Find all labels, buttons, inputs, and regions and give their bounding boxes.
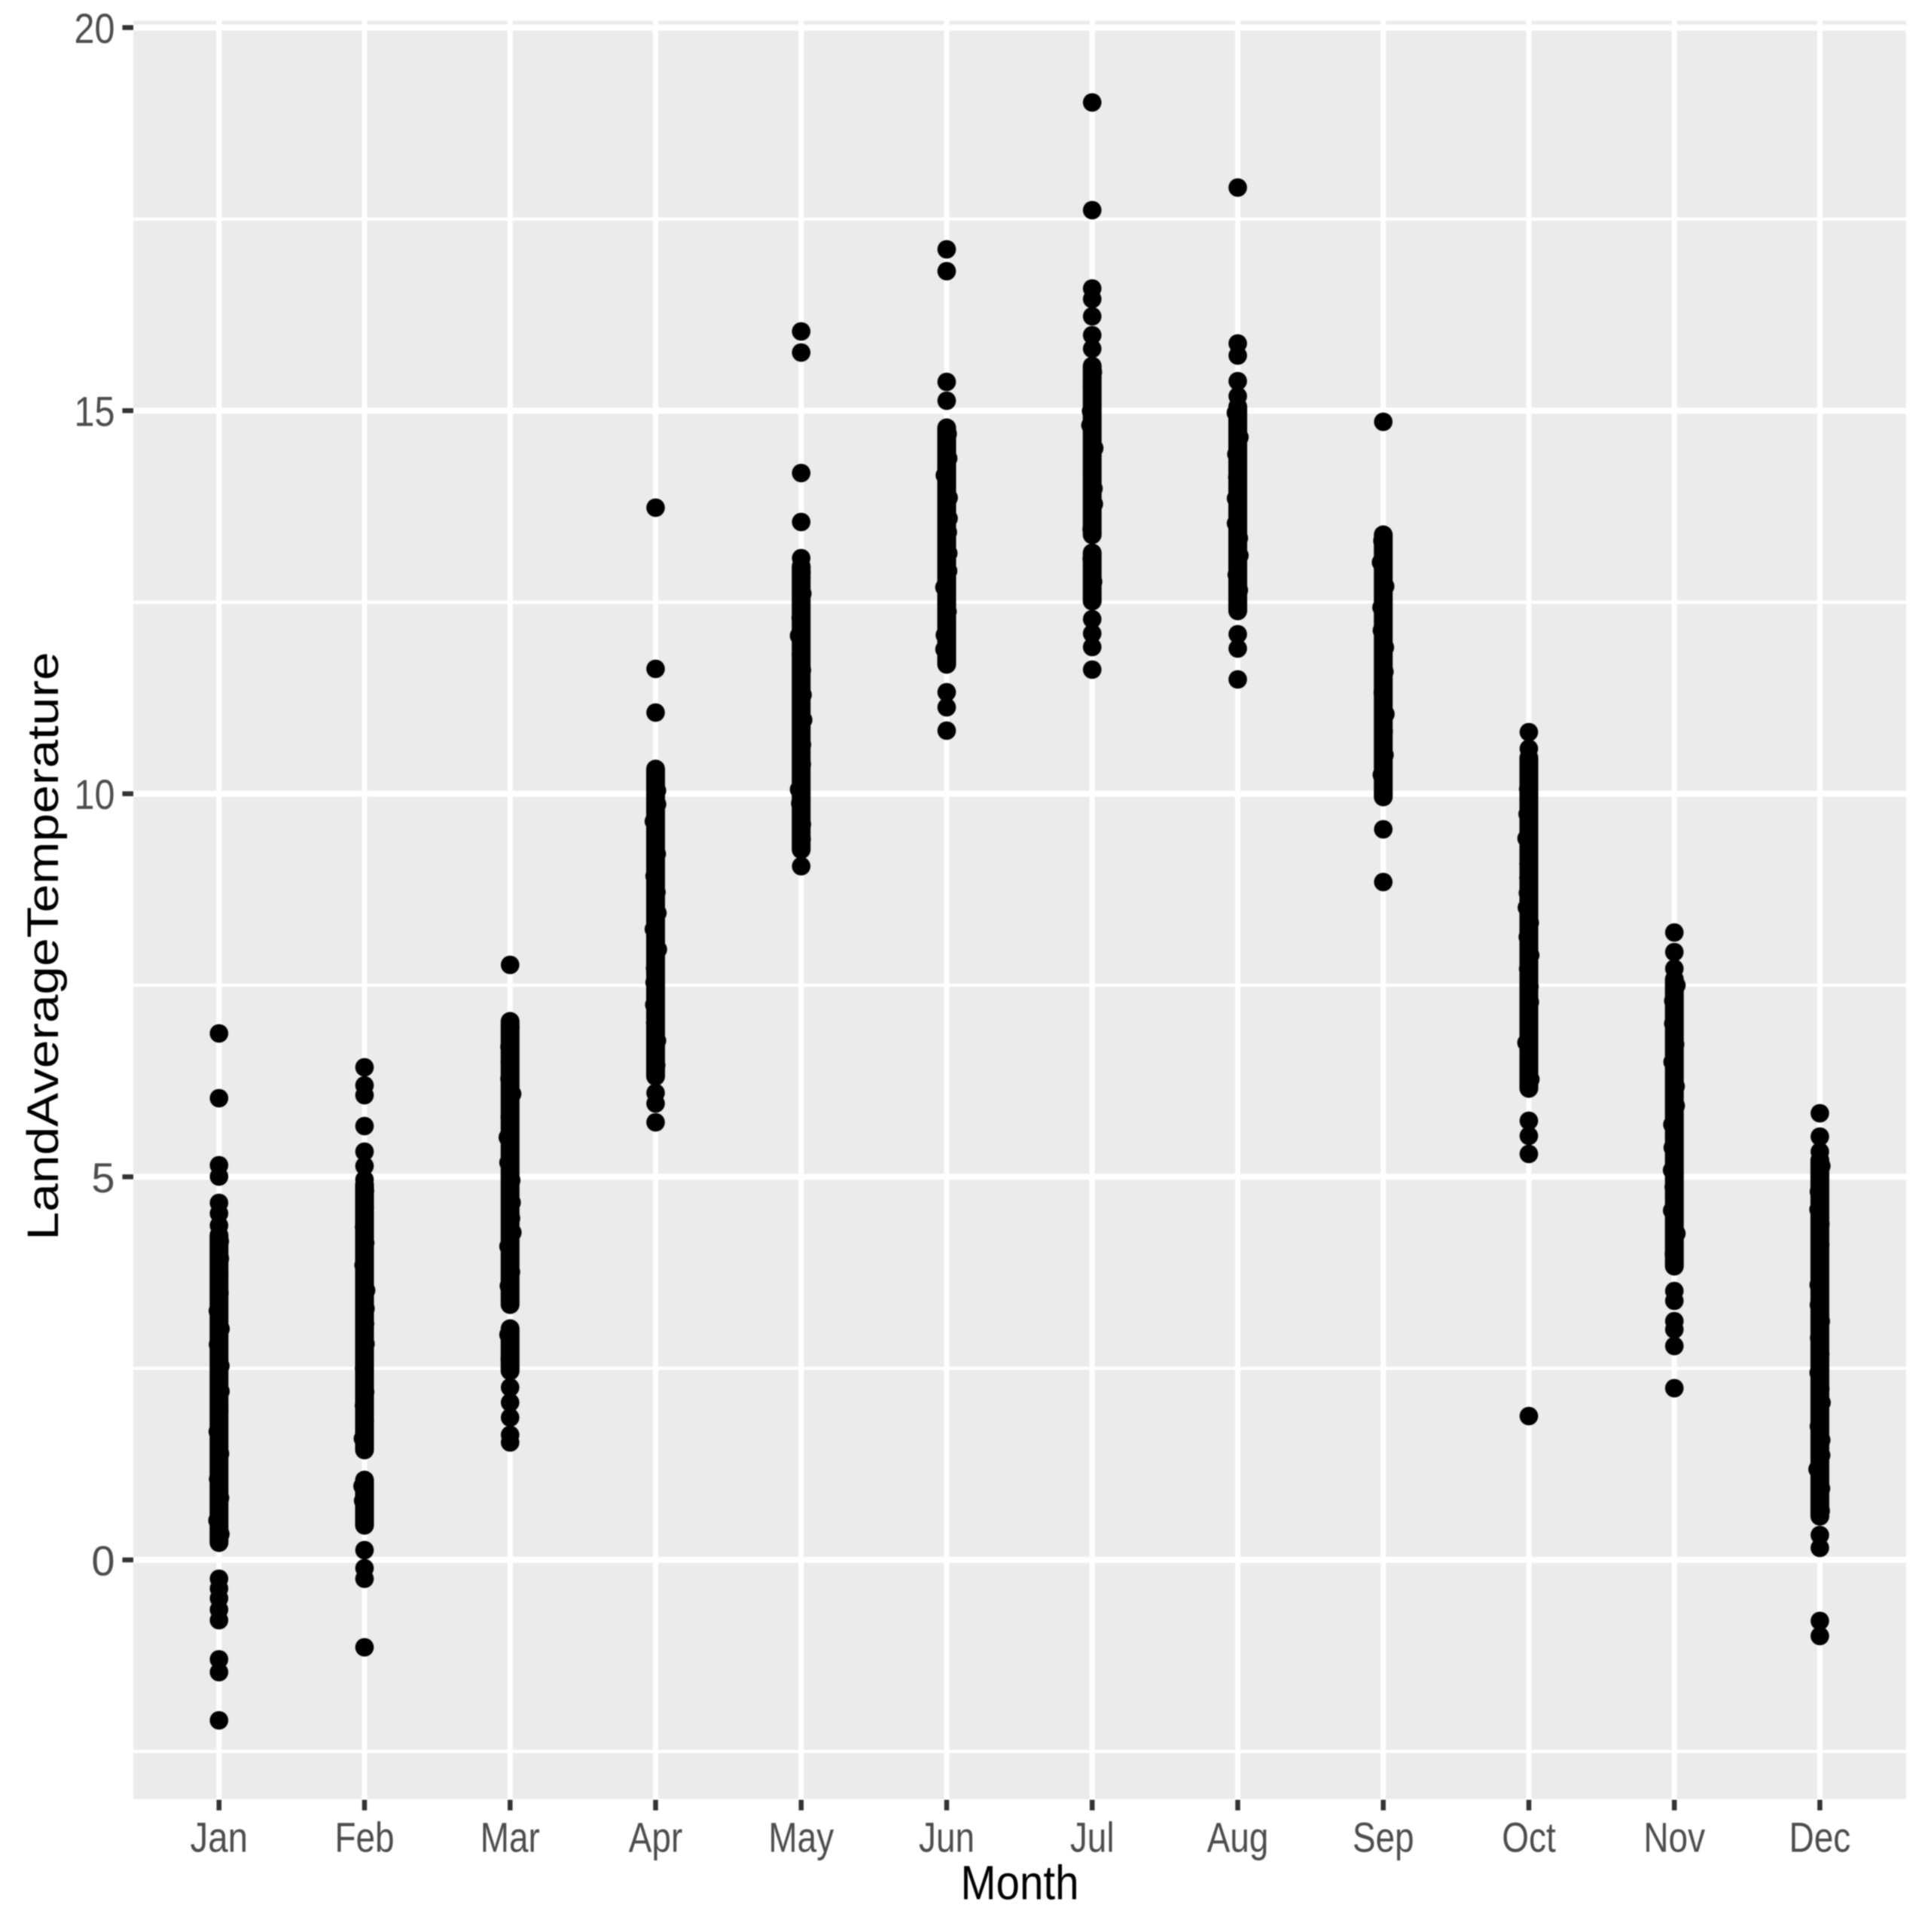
svg-text:15: 15 [75, 388, 115, 435]
svg-text:Month: Month [961, 1856, 1079, 1910]
svg-text:Nov: Nov [1643, 1814, 1705, 1861]
svg-text:Mar: Mar [480, 1814, 540, 1861]
svg-text:May: May [768, 1814, 834, 1861]
svg-text:Jun: Jun [919, 1814, 975, 1861]
svg-text:5: 5 [91, 1154, 114, 1201]
svg-text:LandAverageTemperature: LandAverageTemperature [19, 652, 68, 1241]
svg-text:Aug: Aug [1207, 1814, 1269, 1861]
svg-text:10: 10 [75, 771, 115, 818]
svg-text:Jul: Jul [1070, 1814, 1115, 1861]
svg-text:Dec: Dec [1789, 1814, 1851, 1861]
svg-text:Jan: Jan [191, 1814, 249, 1861]
svg-text:20: 20 [75, 5, 115, 52]
svg-text:Sep: Sep [1353, 1814, 1414, 1861]
svg-text:Apr: Apr [629, 1814, 683, 1861]
svg-text:0: 0 [91, 1537, 114, 1584]
svg-text:Oct: Oct [1502, 1814, 1556, 1861]
svg-text:Feb: Feb [334, 1814, 394, 1861]
